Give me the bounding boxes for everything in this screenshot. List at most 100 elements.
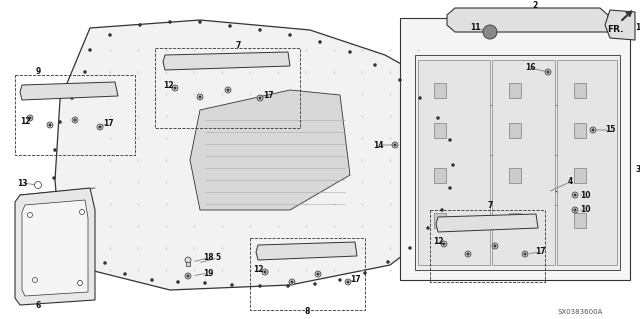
Circle shape — [408, 247, 412, 249]
Circle shape — [547, 71, 549, 73]
Circle shape — [259, 28, 262, 32]
Circle shape — [168, 20, 172, 24]
Circle shape — [387, 261, 390, 263]
Circle shape — [72, 117, 78, 123]
Circle shape — [187, 275, 189, 277]
Bar — [434, 213, 446, 228]
Polygon shape — [418, 60, 490, 265]
Bar — [509, 168, 521, 183]
Circle shape — [227, 89, 229, 91]
Circle shape — [522, 251, 528, 257]
Text: 12: 12 — [20, 117, 30, 127]
Text: 15: 15 — [605, 125, 615, 135]
Circle shape — [79, 210, 84, 214]
Polygon shape — [256, 242, 357, 260]
Circle shape — [545, 69, 551, 75]
Text: 18: 18 — [203, 254, 213, 263]
Circle shape — [572, 192, 578, 198]
Polygon shape — [15, 188, 95, 305]
Polygon shape — [492, 60, 555, 265]
Text: 19: 19 — [203, 269, 213, 278]
Circle shape — [419, 97, 422, 100]
Text: 12: 12 — [433, 238, 444, 247]
Text: 17: 17 — [102, 118, 113, 128]
Circle shape — [29, 117, 31, 119]
Circle shape — [374, 63, 376, 66]
Text: 6: 6 — [35, 300, 40, 309]
Text: 14: 14 — [372, 140, 383, 150]
Text: 12: 12 — [253, 265, 263, 275]
Circle shape — [74, 119, 76, 121]
Polygon shape — [20, 82, 118, 100]
Circle shape — [35, 182, 42, 189]
Text: 7: 7 — [487, 202, 493, 211]
Circle shape — [590, 127, 596, 133]
Circle shape — [399, 78, 401, 81]
Bar — [15, 75, 135, 155]
Circle shape — [56, 204, 60, 206]
Circle shape — [287, 285, 289, 287]
Circle shape — [449, 187, 451, 189]
Bar — [430, 210, 545, 282]
Circle shape — [441, 241, 447, 247]
Circle shape — [289, 33, 291, 36]
Circle shape — [289, 279, 295, 285]
Circle shape — [494, 245, 496, 247]
Circle shape — [291, 281, 293, 283]
Circle shape — [319, 41, 321, 43]
Circle shape — [58, 121, 61, 123]
Text: 11: 11 — [470, 24, 480, 33]
Circle shape — [451, 164, 454, 167]
Text: FR.: FR. — [607, 26, 623, 34]
Bar — [574, 168, 586, 183]
Circle shape — [483, 25, 497, 39]
Circle shape — [197, 94, 203, 100]
Bar — [186, 262, 190, 266]
Circle shape — [314, 283, 317, 286]
Circle shape — [199, 96, 201, 98]
Text: 17: 17 — [534, 248, 545, 256]
Text: 17: 17 — [262, 91, 273, 100]
Circle shape — [262, 269, 268, 275]
Polygon shape — [22, 200, 88, 296]
Text: 12: 12 — [163, 80, 173, 90]
Text: 9: 9 — [35, 68, 40, 77]
Circle shape — [67, 226, 70, 229]
Bar — [434, 123, 446, 138]
Polygon shape — [436, 214, 538, 232]
Circle shape — [70, 97, 74, 100]
Circle shape — [264, 271, 266, 273]
Circle shape — [83, 70, 86, 73]
Circle shape — [443, 243, 445, 245]
Bar — [509, 83, 521, 98]
Circle shape — [228, 25, 232, 27]
Circle shape — [257, 95, 263, 101]
Text: 4: 4 — [568, 177, 573, 187]
Circle shape — [347, 281, 349, 283]
Text: 10: 10 — [580, 205, 590, 214]
Bar — [434, 83, 446, 98]
Circle shape — [339, 278, 342, 281]
Bar — [509, 123, 521, 138]
Polygon shape — [605, 10, 635, 40]
Circle shape — [315, 271, 321, 277]
Polygon shape — [190, 90, 350, 210]
Text: 7: 7 — [236, 41, 241, 49]
Bar — [574, 213, 586, 228]
Polygon shape — [163, 52, 290, 70]
Polygon shape — [415, 55, 620, 270]
Circle shape — [230, 284, 234, 286]
Polygon shape — [447, 8, 608, 32]
Circle shape — [99, 126, 101, 128]
Circle shape — [28, 212, 33, 218]
Circle shape — [97, 124, 103, 130]
Circle shape — [572, 207, 578, 213]
Text: 2: 2 — [532, 1, 538, 10]
Bar — [434, 168, 446, 183]
Circle shape — [259, 97, 261, 99]
Bar — [250, 238, 365, 310]
Circle shape — [492, 243, 498, 249]
Bar — [574, 83, 586, 98]
Circle shape — [524, 253, 526, 255]
Circle shape — [394, 144, 396, 146]
